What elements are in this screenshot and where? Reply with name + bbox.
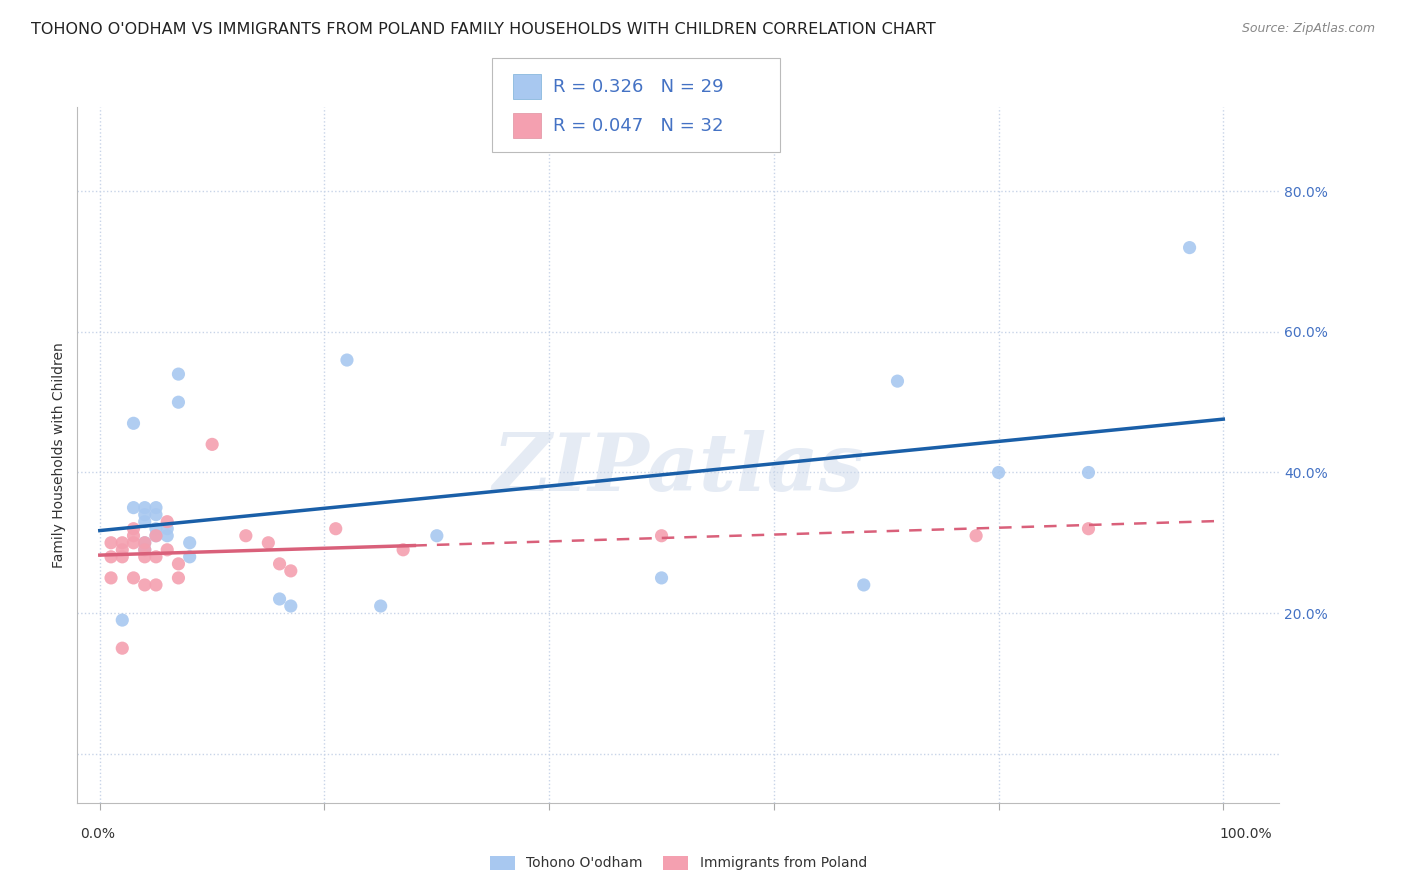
Point [145, 522, 167, 536]
Point [392, 542, 415, 557]
Point [134, 515, 156, 529]
Point [651, 529, 673, 543]
Point [122, 417, 145, 431]
Point [122, 535, 145, 549]
Point [145, 578, 167, 592]
Point [134, 542, 156, 557]
Point [122, 529, 145, 543]
Point [1178, 241, 1201, 255]
Point [156, 542, 179, 557]
Point [134, 578, 156, 592]
Point [1077, 466, 1099, 480]
Point [201, 437, 224, 451]
Point [280, 599, 302, 613]
Point [167, 557, 190, 571]
Text: R = 0.047   N = 32: R = 0.047 N = 32 [553, 117, 723, 135]
Point [325, 522, 347, 536]
Text: 100.0%: 100.0% [1220, 827, 1272, 841]
Point [167, 367, 190, 381]
Point [651, 571, 673, 585]
Point [134, 535, 156, 549]
Point [426, 529, 449, 543]
Point [852, 578, 875, 592]
Point [235, 529, 257, 543]
Text: TOHONO O'ODHAM VS IMMIGRANTS FROM POLAND FAMILY HOUSEHOLDS WITH CHILDREN CORRELA: TOHONO O'ODHAM VS IMMIGRANTS FROM POLAND… [31, 22, 935, 37]
Point [134, 549, 156, 564]
Text: R = 0.326   N = 29: R = 0.326 N = 29 [553, 78, 723, 95]
Point [111, 535, 134, 549]
Point [336, 353, 359, 368]
Point [145, 529, 167, 543]
Point [269, 557, 291, 571]
Point [111, 542, 134, 557]
Point [122, 522, 145, 536]
Point [111, 549, 134, 564]
Point [167, 395, 190, 409]
Point [886, 374, 908, 388]
Point [145, 508, 167, 522]
Point [145, 549, 167, 564]
Text: Source: ZipAtlas.com: Source: ZipAtlas.com [1241, 22, 1375, 36]
Point [134, 542, 156, 557]
Point [257, 535, 280, 549]
Point [100, 535, 122, 549]
Point [122, 571, 145, 585]
Point [111, 613, 134, 627]
Point [179, 549, 201, 564]
Point [122, 500, 145, 515]
Point [111, 641, 134, 656]
Point [280, 564, 302, 578]
Point [156, 522, 179, 536]
Y-axis label: Family Households with Children: Family Households with Children [52, 342, 66, 568]
Point [134, 535, 156, 549]
Text: ZIPatlas: ZIPatlas [492, 430, 865, 508]
Point [156, 529, 179, 543]
Point [167, 571, 190, 585]
Point [156, 515, 179, 529]
Point [179, 535, 201, 549]
Text: 0.0%: 0.0% [80, 827, 115, 841]
Point [134, 500, 156, 515]
Point [145, 529, 167, 543]
Point [987, 466, 1010, 480]
Point [100, 571, 122, 585]
Point [269, 592, 291, 607]
Point [134, 508, 156, 522]
Point [965, 529, 987, 543]
Point [1077, 522, 1099, 536]
Legend: Tohono O'odham, Immigrants from Poland: Tohono O'odham, Immigrants from Poland [485, 850, 872, 876]
Point [145, 500, 167, 515]
Point [100, 549, 122, 564]
Point [370, 599, 392, 613]
